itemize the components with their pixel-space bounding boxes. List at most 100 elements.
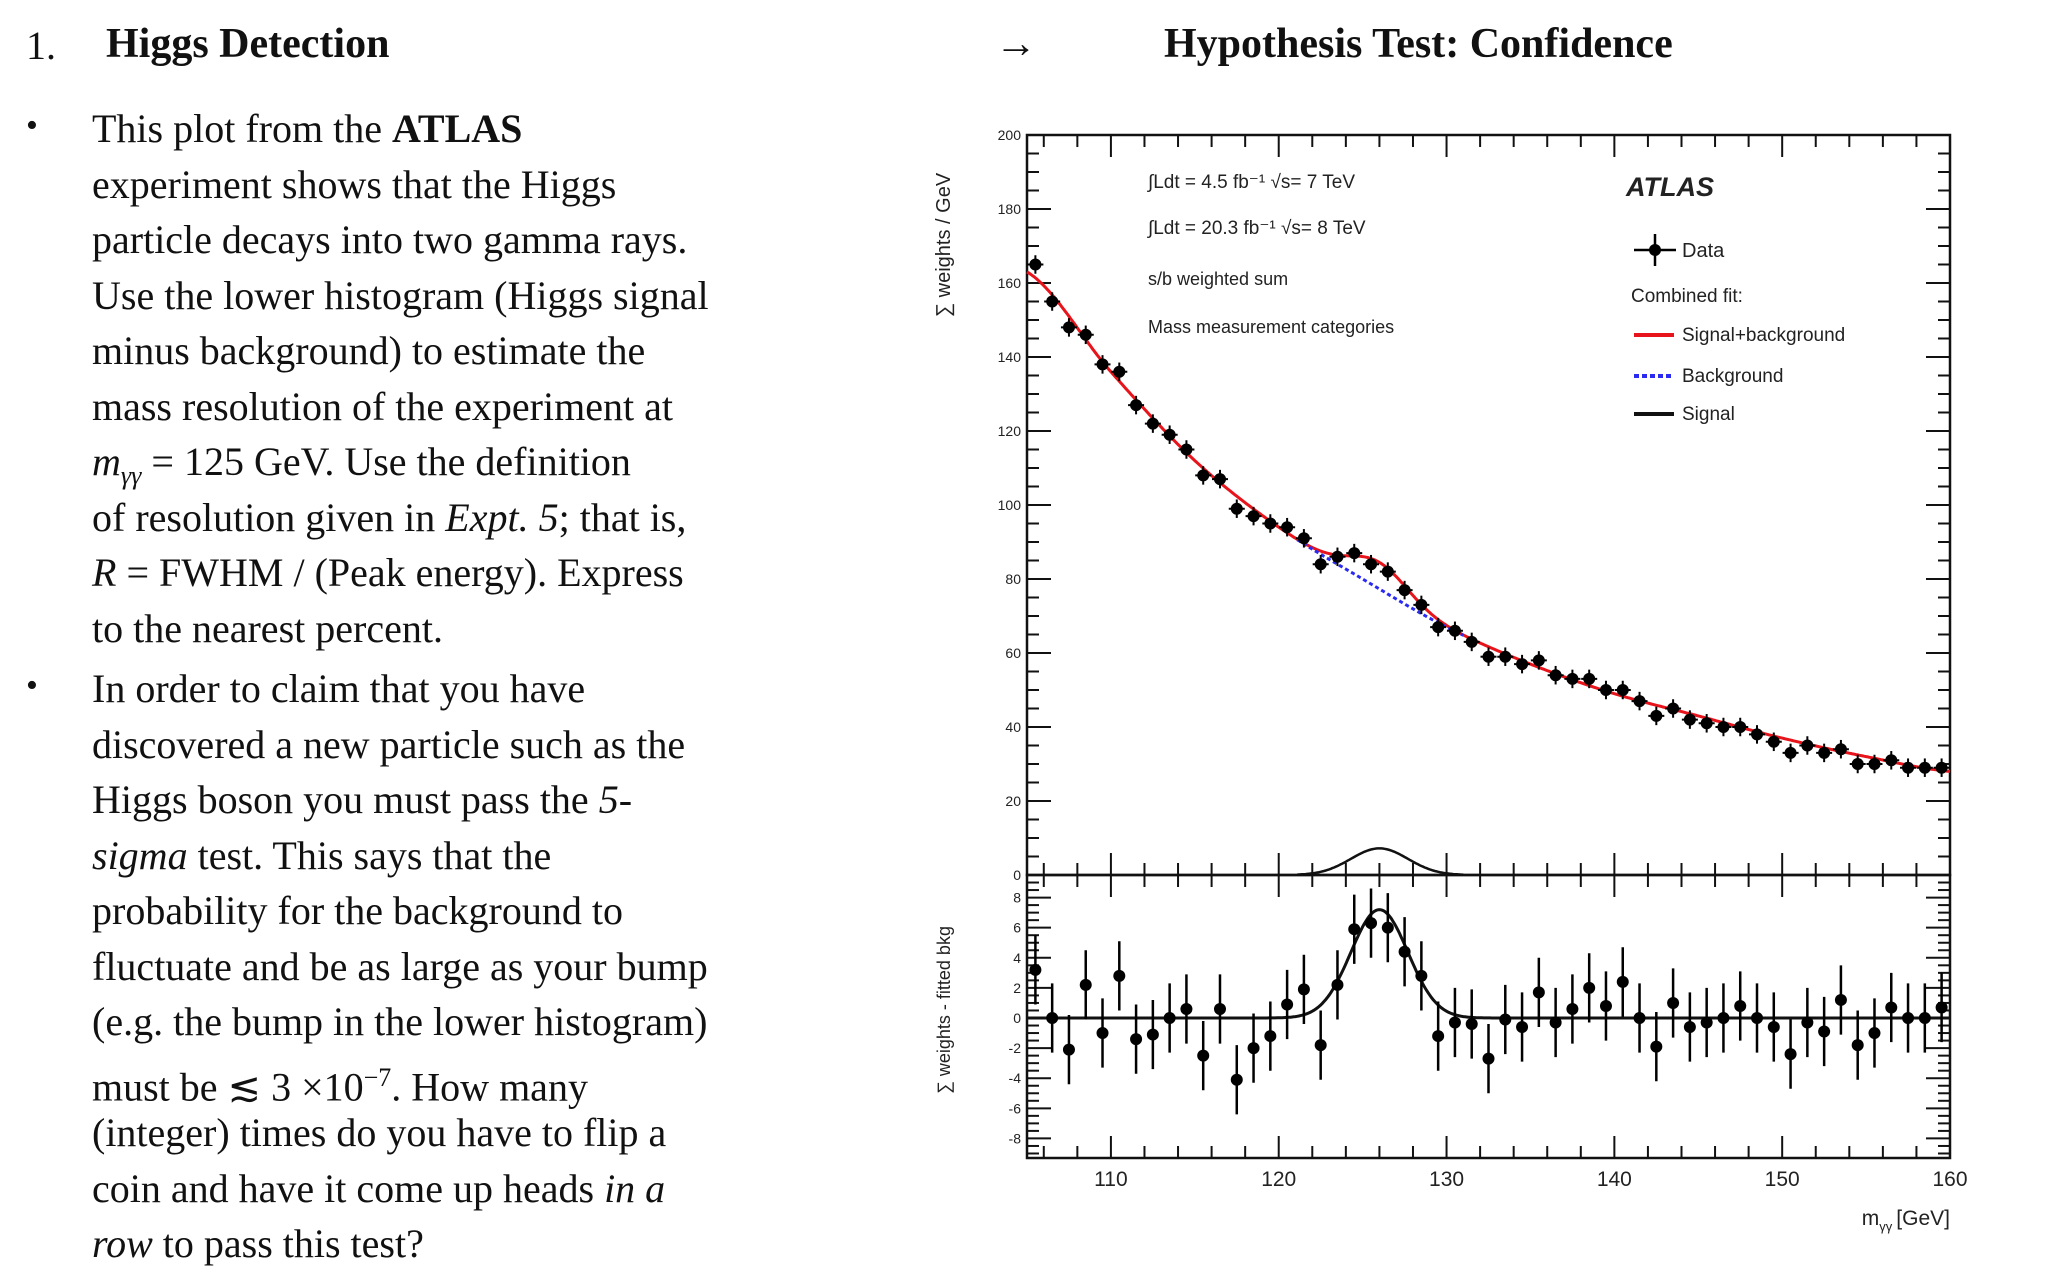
residual-point <box>1549 1016 1562 1029</box>
text-segment: experiment shows that the Higgs <box>92 161 617 207</box>
residual-point <box>1197 1049 1210 1062</box>
signal-background-fit-line <box>1026 270 1951 773</box>
text-segment: discovered a new particle such as the <box>92 721 686 767</box>
data-point <box>1146 417 1159 430</box>
residual-point <box>1566 1002 1579 1015</box>
legend-data-marker <box>1649 244 1661 256</box>
residual-point <box>1079 978 1092 991</box>
residual-point <box>1130 1033 1143 1046</box>
residual-point <box>1851 1039 1864 1052</box>
residual-point <box>1918 1012 1931 1025</box>
text-line: of resolution given in Expt. 5; that is, <box>92 490 686 545</box>
bold-text: ATLAS <box>391 106 523 151</box>
residual-point <box>1700 1016 1713 1029</box>
residual-point <box>1499 1013 1512 1026</box>
data-point <box>1130 399 1143 412</box>
residual-point <box>1650 1040 1663 1053</box>
text-line: to the nearest percent. <box>92 601 443 656</box>
residual-point <box>1784 1048 1797 1061</box>
data-point <box>1834 743 1847 756</box>
text-line: probability for the background to <box>92 883 623 938</box>
residual-point <box>1264 1030 1277 1043</box>
plot-annotation: ∫Ldt = 4.5 fb⁻¹ √s= 7 TeV <box>1147 172 1355 193</box>
lower-y-tick-label: 8 <box>1013 890 1021 906</box>
text-line: particle decays into two gamma rays. <box>92 212 687 267</box>
x-axis-label-sub: γγ <box>1879 1219 1893 1234</box>
plot-annotation: ∫Ldt = 20.3 fb⁻¹ √s= 8 TeV <box>1147 218 1366 239</box>
data-point <box>1935 761 1948 774</box>
residual-point <box>1616 975 1629 988</box>
bullet-icon: • <box>26 667 38 704</box>
section-title: Higgs Detection <box>106 21 390 67</box>
residual-point <box>1230 1073 1243 1086</box>
data-point <box>1331 550 1344 563</box>
text-line: Use the lower histogram (Higgs signal <box>92 268 709 323</box>
text-line: mass resolution of the experiment at <box>92 379 673 434</box>
lower-y-tick-label: 0 <box>1013 1010 1021 1026</box>
data-point <box>1029 258 1042 271</box>
text-segment: This plot from the <box>92 106 392 151</box>
lower-y-tick-label: -2 <box>1009 1040 1022 1056</box>
text-line: Higgs boson you must pass the 5- <box>92 772 632 827</box>
experiment-label: ATLAS <box>1625 172 1714 202</box>
residual-point <box>1633 1012 1646 1025</box>
data-point <box>1398 584 1411 597</box>
data-point <box>1650 709 1663 722</box>
residual-point <box>1482 1052 1495 1065</box>
text-line: (integer) times do you have to flip a <box>92 1105 666 1160</box>
residual-point <box>1902 1012 1915 1025</box>
text-segment: = 125 GeV. Use the definition <box>141 439 631 484</box>
legend-combined-fit-label: Combined fit: <box>1631 286 1743 307</box>
text-segment: . How many <box>391 1063 588 1109</box>
text-line: sigma test. This says that the <box>92 828 551 883</box>
italic-text: row <box>92 1221 153 1266</box>
data-point <box>1818 746 1831 759</box>
legend-signal-background-label: Signal+background <box>1682 325 1845 346</box>
data-point <box>1599 684 1612 696</box>
data-point <box>1801 739 1814 752</box>
residual-point <box>1751 1012 1764 1025</box>
data-point <box>1700 717 1713 730</box>
upper-y-tick-label: 40 <box>1005 719 1021 735</box>
upper-y-tick-label: 80 <box>1005 571 1021 587</box>
text-line: In order to claim that you have <box>92 661 585 716</box>
data-point <box>1213 473 1226 486</box>
residual-point <box>1885 1001 1898 1014</box>
residual-point <box>1062 1043 1075 1056</box>
data-point <box>1432 621 1445 634</box>
residual-point <box>1734 999 1747 1012</box>
residual-point <box>1331 978 1344 991</box>
data-point <box>1281 521 1294 534</box>
text-segment: to the nearest percent. <box>92 605 443 651</box>
data-point <box>1918 761 1931 774</box>
lower-y-tick-label: -6 <box>1009 1100 1022 1116</box>
text-segment: of resolution given in <box>92 494 446 540</box>
residual-point <box>1599 999 1612 1012</box>
data-point <box>1365 558 1378 571</box>
data-point <box>1499 650 1512 663</box>
x-tick-label: 140 <box>1597 1168 1632 1191</box>
data-point <box>1734 721 1747 733</box>
data-point <box>1717 721 1730 733</box>
data-point <box>1197 469 1210 482</box>
upper-y-tick-label: 160 <box>998 275 1022 291</box>
data-point <box>1851 758 1864 770</box>
residual-point <box>1029 963 1042 976</box>
data-point <box>1616 684 1629 696</box>
upper-panel-frame <box>1025 133 1952 877</box>
data-point <box>1482 650 1495 663</box>
residual-point <box>1432 1030 1445 1043</box>
text-segment: ; that is, <box>558 494 687 540</box>
residual-point <box>1096 1027 1109 1040</box>
text-segment: (integer) times do you have to flip a <box>92 1110 667 1155</box>
arrow-icon: → <box>995 21 1037 67</box>
x-tick-label: 160 <box>1932 1168 1967 1191</box>
text-segment: Higgs boson you must pass the <box>92 777 599 822</box>
legend-signal-label: Signal <box>1682 404 1735 425</box>
residual-point <box>1213 1002 1226 1015</box>
upper-y-tick-label: 60 <box>1005 645 1021 661</box>
residual-point <box>1180 1002 1193 1015</box>
x-tick-label: 110 <box>1094 1168 1127 1191</box>
upper-y-tick-label: 0 <box>1013 867 1021 883</box>
